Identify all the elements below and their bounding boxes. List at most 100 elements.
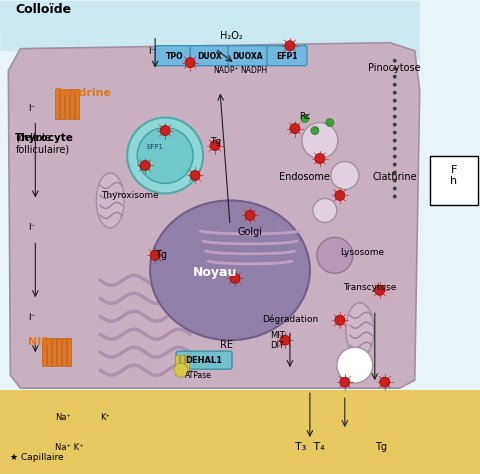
- Ellipse shape: [150, 201, 309, 340]
- Circle shape: [210, 140, 219, 151]
- Circle shape: [289, 124, 300, 134]
- Circle shape: [284, 41, 294, 51]
- Circle shape: [140, 161, 150, 171]
- Text: Lysosome: Lysosome: [339, 248, 383, 257]
- Bar: [75, 89, 79, 118]
- Text: Clathrine: Clathrine: [372, 173, 416, 182]
- Circle shape: [185, 58, 195, 68]
- Circle shape: [392, 146, 396, 151]
- Text: (cellule
folliculaire): (cellule folliculaire): [15, 133, 69, 155]
- Circle shape: [339, 377, 349, 387]
- Text: DUOXA: DUOXA: [232, 52, 263, 61]
- Text: Thyrocyte: Thyrocyte: [15, 133, 74, 143]
- Text: I⁻: I⁻: [148, 46, 155, 55]
- Text: Noyau: Noyau: [192, 266, 237, 279]
- Bar: [47, 338, 51, 366]
- Circle shape: [330, 162, 358, 190]
- Circle shape: [392, 130, 396, 135]
- Text: Transcytose: Transcytose: [342, 283, 396, 292]
- Circle shape: [316, 237, 352, 273]
- Circle shape: [300, 115, 308, 123]
- Polygon shape: [0, 390, 480, 474]
- Text: Endosome: Endosome: [279, 173, 330, 182]
- Circle shape: [392, 123, 396, 127]
- Circle shape: [392, 67, 396, 71]
- Text: DEHAL1: DEHAL1: [185, 356, 222, 365]
- Circle shape: [392, 138, 396, 143]
- FancyBboxPatch shape: [0, 1, 419, 31]
- Polygon shape: [8, 43, 419, 388]
- Bar: [67, 338, 71, 366]
- Circle shape: [190, 171, 200, 181]
- Circle shape: [392, 194, 396, 199]
- Text: Pinocytose: Pinocytose: [368, 63, 420, 73]
- Bar: [70, 89, 74, 118]
- Bar: [62, 338, 66, 366]
- Text: Pendrine: Pendrine: [55, 88, 111, 98]
- Text: I⁻: I⁻: [28, 223, 36, 232]
- Circle shape: [137, 128, 192, 183]
- Text: Dégradation: Dégradation: [261, 315, 317, 324]
- Text: ★ Capillaire: ★ Capillaire: [11, 453, 64, 462]
- Circle shape: [379, 377, 389, 387]
- Circle shape: [229, 273, 240, 283]
- Circle shape: [310, 127, 318, 135]
- Text: I⁻: I⁻: [28, 104, 36, 113]
- Ellipse shape: [345, 303, 373, 358]
- Text: NIS: NIS: [28, 337, 49, 347]
- FancyBboxPatch shape: [155, 46, 195, 66]
- Bar: [57, 338, 61, 366]
- Circle shape: [160, 126, 170, 136]
- Text: TPO: TPO: [166, 52, 183, 61]
- Bar: [180, 355, 184, 375]
- Circle shape: [312, 199, 336, 222]
- Text: EFP1: EFP1: [146, 144, 163, 149]
- Circle shape: [392, 179, 396, 182]
- Text: ATPase: ATPase: [185, 371, 212, 380]
- Text: Thyroxisome: Thyroxisome: [101, 191, 159, 201]
- Circle shape: [314, 154, 324, 164]
- Circle shape: [392, 82, 396, 87]
- Circle shape: [392, 186, 396, 191]
- Text: Rc: Rc: [299, 111, 310, 120]
- Text: EFP1: EFP1: [276, 52, 297, 61]
- Text: NADPH: NADPH: [240, 65, 267, 74]
- Bar: [52, 338, 56, 366]
- Circle shape: [279, 335, 289, 345]
- Circle shape: [392, 91, 396, 95]
- Circle shape: [392, 155, 396, 158]
- Text: Colloïde: Colloïde: [15, 3, 72, 16]
- Ellipse shape: [96, 173, 124, 228]
- FancyBboxPatch shape: [429, 155, 477, 205]
- Text: Golgi: Golgi: [237, 228, 262, 237]
- Circle shape: [392, 115, 396, 118]
- Bar: [42, 338, 46, 366]
- Circle shape: [334, 315, 344, 325]
- Circle shape: [301, 123, 337, 158]
- Bar: [185, 355, 189, 375]
- Polygon shape: [0, 1, 419, 66]
- Text: K⁺: K⁺: [100, 413, 110, 422]
- Text: Na⁺: Na⁺: [55, 413, 71, 422]
- Text: T₃  T₄: T₃ T₄: [294, 442, 324, 452]
- Circle shape: [392, 99, 396, 102]
- Bar: [175, 355, 179, 375]
- Circle shape: [127, 118, 203, 193]
- Text: Tg: Tg: [155, 250, 167, 260]
- Text: I⁻: I⁻: [28, 313, 36, 322]
- Circle shape: [392, 163, 396, 166]
- Text: Tg: Tg: [210, 137, 221, 146]
- Circle shape: [174, 363, 188, 377]
- FancyBboxPatch shape: [228, 46, 267, 66]
- Circle shape: [392, 74, 396, 79]
- Circle shape: [325, 118, 333, 127]
- Text: Tg: Tg: [374, 442, 386, 452]
- Text: H₂O₂: H₂O₂: [219, 31, 242, 41]
- FancyBboxPatch shape: [266, 46, 306, 66]
- Circle shape: [392, 59, 396, 63]
- Bar: [55, 89, 59, 118]
- Text: F
h: F h: [449, 164, 456, 186]
- Circle shape: [374, 285, 384, 295]
- Circle shape: [334, 191, 344, 201]
- Circle shape: [392, 171, 396, 174]
